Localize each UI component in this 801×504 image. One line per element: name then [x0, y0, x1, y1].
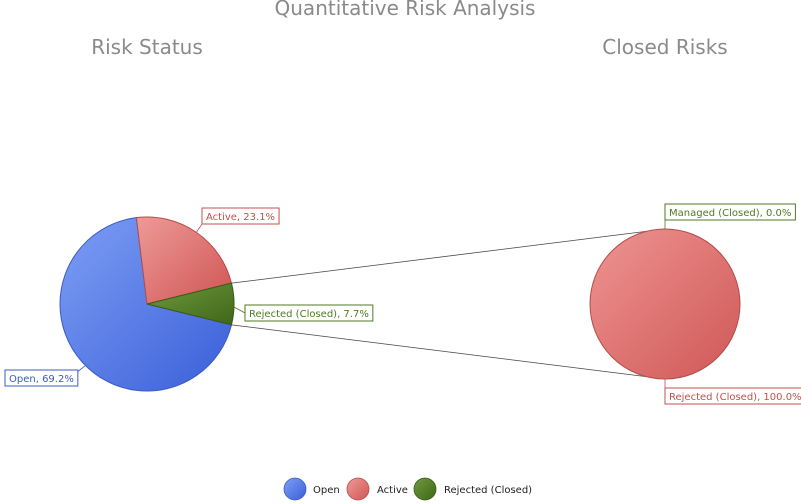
legend-swatch-active	[346, 477, 370, 501]
svg-text:Active, 23.1%: Active, 23.1%	[206, 212, 275, 223]
right-chart-title: Closed Risks	[602, 35, 727, 59]
connector-line-bottom	[231, 324, 666, 380]
label-active: Active, 23.1%	[196, 207, 280, 233]
slice-active[interactable]	[135, 216, 233, 305]
connector-line-top	[231, 228, 666, 284]
legend-label-rejected-closed: Rejected (Closed)	[444, 485, 532, 496]
legend-swatch-rejected-closed	[413, 477, 437, 501]
risk-status-pie	[59, 216, 235, 392]
left-chart-title: Risk Status	[91, 35, 203, 59]
svg-text:Open, 69.2%: Open, 69.2%	[9, 374, 74, 385]
label-rejected-closed: Rejected (Closed), 7.7%	[233, 304, 374, 322]
legend-swatch-open	[283, 477, 307, 501]
chart-main-title: Quantitative Risk Analysis	[275, 0, 536, 20]
closed-risks-pie	[589, 228, 741, 380]
legend: Open Active Rejected (Closed)	[283, 477, 532, 501]
label-managed-closed: Managed (Closed), 0.0%	[664, 203, 796, 229]
label-closed-rejected: Rejected (Closed), 100.0%	[664, 379, 801, 405]
legend-item-active[interactable]: Active	[346, 477, 408, 501]
legend-item-rejected-closed[interactable]: Rejected (Closed)	[413, 477, 532, 501]
svg-text:Rejected (Closed), 7.7%: Rejected (Closed), 7.7%	[249, 309, 369, 320]
legend-label-open: Open	[313, 485, 340, 496]
label-open: Open, 69.2%	[4, 365, 86, 387]
pie-connector-lines	[231, 228, 666, 380]
slice-open[interactable]	[59, 217, 233, 392]
legend-item-open[interactable]: Open	[283, 477, 340, 501]
svg-text:Managed (Closed), 0.0%: Managed (Closed), 0.0%	[669, 208, 791, 219]
slice-closed-rejected-closed[interactable]	[589, 228, 741, 380]
svg-text:Rejected (Closed), 100.0%: Rejected (Closed), 100.0%	[669, 392, 801, 403]
slice-rejected-closed[interactable]	[146, 282, 235, 326]
legend-label-active: Active	[377, 485, 408, 496]
slice-labels: Active, 23.1% Rejected (Closed), 7.7% Open…	[4, 203, 801, 405]
